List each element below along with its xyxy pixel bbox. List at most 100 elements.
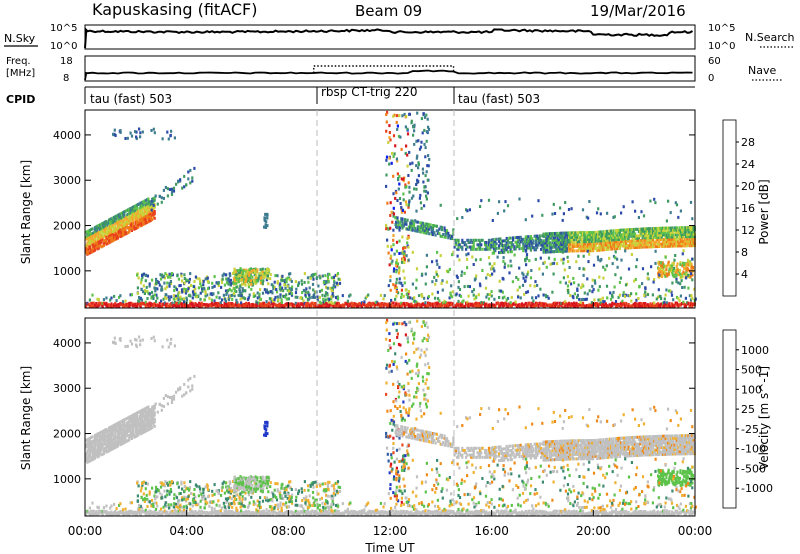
- power-cell: [134, 227, 137, 230]
- velocity-cell: [128, 509, 131, 513]
- power-cell: [88, 246, 91, 250]
- power-cell: [183, 273, 186, 277]
- velocity-cell: [142, 509, 145, 513]
- power-cell: [692, 226, 695, 229]
- power-cell: [480, 238, 483, 242]
- power-cell: [602, 265, 605, 269]
- power-cell: [392, 238, 395, 242]
- power-cell: [543, 241, 546, 245]
- power-cell: [418, 302, 421, 306]
- power-cell: [410, 305, 413, 309]
- power-cell: [556, 250, 559, 253]
- power-cell: [518, 238, 521, 242]
- y-tick-label: 2000: [53, 220, 81, 233]
- power-cell: [147, 215, 150, 219]
- power-cell: [313, 296, 316, 299]
- power-cell: [402, 246, 405, 250]
- power-cell: [255, 304, 258, 308]
- power-cell: [254, 270, 257, 274]
- power-cell: [518, 285, 521, 289]
- power-cell: [580, 298, 583, 302]
- power-cell: [510, 295, 513, 299]
- power-cell: [170, 193, 174, 196]
- power-cell: [583, 242, 586, 246]
- power-cell: [587, 304, 590, 308]
- power-cell: [102, 228, 105, 232]
- power-cell: [675, 242, 679, 246]
- power-cell: [520, 237, 524, 241]
- power-cell: [594, 233, 597, 237]
- power-cell: [484, 241, 487, 244]
- power-cell: [404, 220, 407, 224]
- power-cell: [590, 240, 593, 244]
- power-cell: [655, 236, 658, 239]
- power-cell: [344, 301, 347, 305]
- power-cell: [457, 285, 460, 289]
- power-cell: [187, 177, 190, 181]
- power-cell: [266, 304, 269, 308]
- power-cell: [140, 302, 144, 306]
- power-cell: [586, 277, 589, 281]
- power-cell: [546, 304, 549, 307]
- power-cell: [523, 246, 526, 250]
- power-cell: [224, 289, 228, 293]
- power-cell: [385, 129, 388, 133]
- power-cell: [674, 233, 677, 237]
- power-cell: [654, 240, 657, 244]
- power-cell: [503, 243, 506, 247]
- power-cell: [392, 214, 395, 218]
- power-cell: [595, 302, 599, 306]
- power-cell: [114, 304, 117, 308]
- power-cell: [256, 301, 259, 305]
- power-cell: [648, 240, 651, 244]
- power-cell: [125, 213, 128, 217]
- power-cell: [114, 231, 117, 235]
- power-cell: [493, 297, 496, 301]
- power-cell: [592, 249, 595, 253]
- velocity-cell: [153, 510, 156, 514]
- power-cell: [235, 290, 238, 293]
- power-cell: [125, 302, 128, 306]
- power-cell: [138, 202, 141, 206]
- power-cell: [602, 246, 605, 249]
- power-cell: [503, 265, 506, 269]
- power-cell: [650, 238, 653, 242]
- power-cell: [494, 249, 497, 253]
- power-cell: [445, 305, 449, 309]
- power-cell: [280, 301, 283, 304]
- power-cell: [537, 199, 540, 203]
- power-cell: [654, 242, 657, 246]
- power-cell: [559, 245, 562, 249]
- power-cell: [642, 243, 646, 247]
- power-cell: [567, 208, 571, 211]
- power-cell: [229, 278, 233, 282]
- power-cell: [640, 304, 643, 308]
- power-cell: [121, 300, 125, 304]
- power-cell: [129, 218, 132, 222]
- power-cell: [398, 174, 401, 178]
- power-cell: [642, 229, 646, 233]
- power-cell: [395, 294, 398, 298]
- power-cell: [617, 228, 620, 232]
- power-cell: [651, 236, 654, 240]
- power-cell: [401, 219, 404, 223]
- power-cell: [213, 299, 216, 303]
- velocity-cell: [90, 509, 93, 513]
- power-cell: [119, 212, 122, 216]
- power-cell: [193, 166, 196, 170]
- power-cell: [565, 233, 568, 237]
- velocity-cell: [180, 510, 183, 514]
- power-cell: [616, 231, 619, 235]
- power-cell: [528, 259, 531, 263]
- velocity-cell: [194, 510, 197, 513]
- power-cell: [174, 300, 177, 304]
- power-cell: [691, 226, 694, 229]
- power-cell: [262, 301, 266, 305]
- power-cell: [423, 204, 426, 208]
- power-cell: [197, 294, 200, 298]
- power-cell: [587, 246, 590, 250]
- power-cell: [445, 231, 449, 235]
- power-cell: [202, 283, 205, 287]
- power-cell: [538, 267, 541, 271]
- power-cell: [403, 112, 406, 116]
